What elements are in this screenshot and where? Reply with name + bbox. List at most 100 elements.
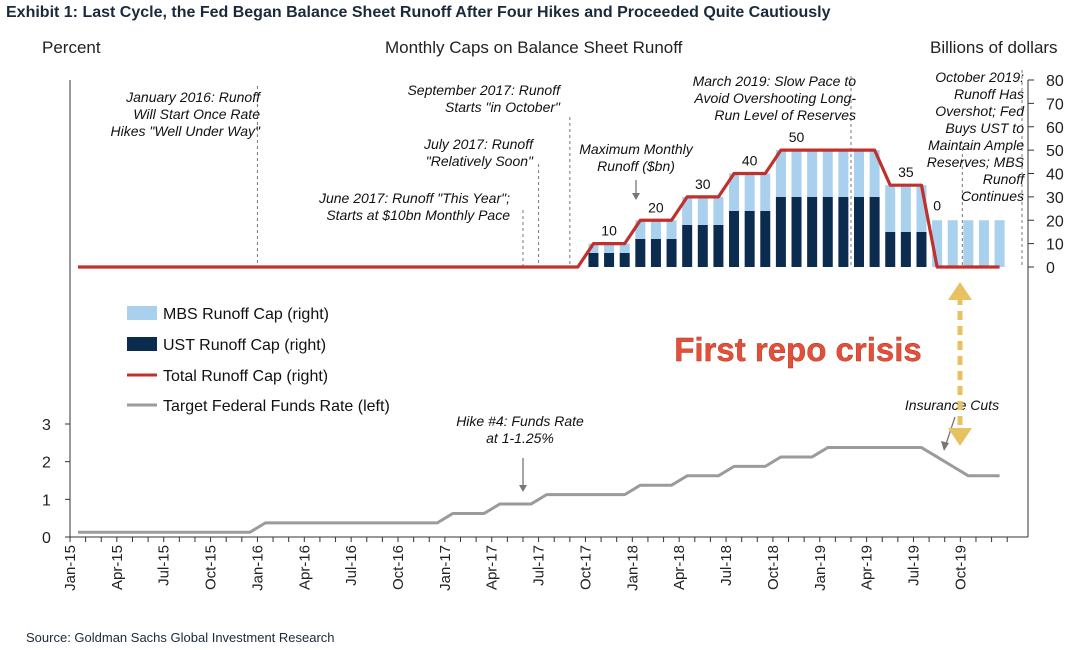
x-axis-tick-label: Oct-17 [577, 545, 594, 590]
annotation-line: October 2019: [935, 69, 1024, 85]
annotation-line: Starts "in October" [445, 99, 561, 115]
annotation-line: March 2019: Slow Pace to [693, 73, 857, 89]
mbs-bar [650, 220, 661, 239]
ust-bar [713, 224, 724, 267]
x-axis-tick-label: Apr-17 [484, 545, 501, 590]
mbs-bar [775, 150, 786, 197]
right-axis-tick-label: 0 [1046, 260, 1055, 277]
x-axis-tick-label: Jul-15 [156, 545, 173, 586]
annotation-line: Maintain Ample [928, 137, 1024, 153]
ust-bar [760, 210, 771, 267]
x-axis-tick-label: Jan-17 [437, 545, 454, 591]
step-value-label: 0 [933, 197, 941, 213]
mbs-bar [588, 243, 599, 253]
x-axis-tick-label: Jan-19 [812, 545, 829, 591]
total-runoff-cap-line [78, 148, 1000, 269]
ust-bar [916, 231, 927, 267]
annotation-line: "Relatively Soon" [426, 153, 534, 169]
exhibit-title: Exhibit 1: Last Cycle, the Fed Began Bal… [6, 4, 831, 21]
step-value-label: 10 [601, 223, 617, 239]
source-note: Source: Goldman Sachs Global Investment … [26, 630, 335, 645]
ust-bar [682, 224, 693, 267]
mbs-bar [635, 220, 646, 239]
x-axis-tick-label: Jan-15 [62, 545, 79, 591]
annotation-line: Insurance Cuts [905, 397, 999, 413]
step-value-label: 20 [648, 199, 664, 215]
ust-bar [807, 196, 818, 267]
left-axis-tick-label: 1 [42, 492, 51, 509]
annotation-line: Starts at $10bn Monthly Pace [326, 207, 510, 223]
mbs-bar [666, 220, 677, 239]
ust-bar [885, 231, 896, 267]
ust-bar [650, 238, 661, 267]
annotation-line: Reserves; MBS [927, 154, 1025, 170]
right-axis-tick-label: 70 [1046, 96, 1064, 113]
mbs-bar [947, 220, 958, 267]
ust-bar [854, 196, 864, 267]
annotation-line: Hikes "Well Under Way" [111, 123, 261, 139]
ust-bar [604, 252, 615, 267]
x-axis-tick-label: Oct-18 [765, 545, 782, 590]
right-axis-tick-label: 10 [1046, 237, 1064, 254]
ust-bar [697, 224, 708, 267]
ust-bar [588, 252, 599, 267]
annotation-jul-2017: July 2017: Runoff "Relatively Soon" [423, 136, 535, 169]
x-axis-tick-label: Jul-18 [718, 545, 735, 586]
mbs-bar [791, 150, 802, 197]
mbs-bar [869, 150, 880, 197]
x-axis-tick-label: Apr-15 [109, 545, 126, 590]
step-value-label: 40 [742, 153, 758, 169]
right-axis-tick-label: 50 [1046, 143, 1064, 160]
mbs-bar [807, 150, 818, 197]
x-axis-tick-label: Jul-16 [343, 545, 360, 586]
annotation-line: Overshot; Fed [935, 103, 1025, 119]
mbs-bar [885, 185, 896, 232]
legend-ust-swatch [127, 337, 157, 351]
ust-bar [838, 196, 849, 267]
mbs-bar [900, 185, 911, 232]
annotation-oct-2019: October 2019: Runoff Has Overshot; Fed Buys… [927, 69, 1026, 204]
chart-title: Monthly Caps on Balance Sheet Runoff [385, 38, 683, 57]
step-value-label: 50 [789, 129, 805, 145]
x-axis-tick-label: Oct-19 [952, 545, 969, 590]
right-axis-tick-label: 30 [1046, 190, 1064, 207]
x-axis-tick-label: Jul-19 [905, 545, 922, 586]
left-axis-tick-label: 0 [42, 530, 51, 547]
annotation-sep-2017: September 2017: Runoff Starts "in October… [407, 82, 562, 115]
x-axis-tick-label: Oct-16 [390, 545, 407, 590]
mbs-bar [822, 150, 833, 197]
x-axis-tick-label: Apr-19 [859, 545, 876, 590]
annotation-hike-4: Hike #4: Funds Rate at 1-1.25% [456, 413, 584, 446]
right-axis-tick-label: 60 [1046, 120, 1064, 137]
legend-mbs-swatch [127, 306, 157, 320]
x-axis-tick-label: Apr-16 [296, 545, 313, 590]
ust-bar [900, 231, 911, 267]
ust-bar [775, 196, 786, 267]
annotation-line: Runoff ($bn) [597, 158, 675, 174]
mbs-bar [963, 220, 974, 267]
mbs-bar [854, 150, 864, 197]
mbs-bar [619, 243, 630, 253]
annotation-line: September 2017: Runoff [407, 82, 562, 98]
annotation-jun-2017: June 2017: Runoff "This Year"; Starts at … [318, 190, 510, 223]
mbs-bar [729, 173, 740, 211]
mbs-bar [978, 220, 989, 267]
ust-bar [619, 252, 630, 267]
annotation-line: Continues [961, 188, 1024, 204]
right-axis-tick-label: 80 [1046, 73, 1064, 90]
ust-bar [729, 210, 740, 267]
annotation-line: at 1-1.25% [486, 430, 554, 446]
legend-rate-label: Target Federal Funds Rate (left) [163, 398, 390, 415]
left-axis-title: Percent [42, 38, 101, 57]
x-axis-tick-label: Apr-18 [671, 545, 688, 590]
annotation-line: July 2017: Runoff [423, 136, 535, 152]
mbs-bar [744, 173, 755, 211]
annotation-line: Will Start Once Rate [133, 106, 260, 122]
ust-bar [869, 196, 880, 267]
step-value-label: 30 [695, 176, 711, 192]
right-axis-title: Billions of dollars [930, 38, 1058, 57]
ust-bar [744, 210, 755, 267]
ust-bar [666, 238, 677, 267]
annotation-line: January 2016: Runoff [125, 89, 262, 105]
